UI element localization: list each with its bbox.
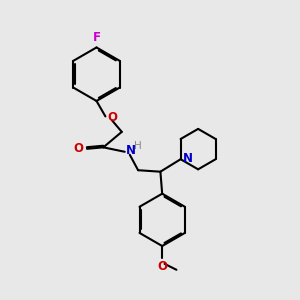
Text: O: O [108, 111, 118, 124]
Text: N: N [182, 152, 192, 165]
Text: O: O [157, 260, 167, 273]
Text: F: F [92, 31, 101, 44]
Text: O: O [73, 142, 83, 155]
Text: H: H [134, 141, 142, 152]
Text: N: N [126, 144, 136, 157]
